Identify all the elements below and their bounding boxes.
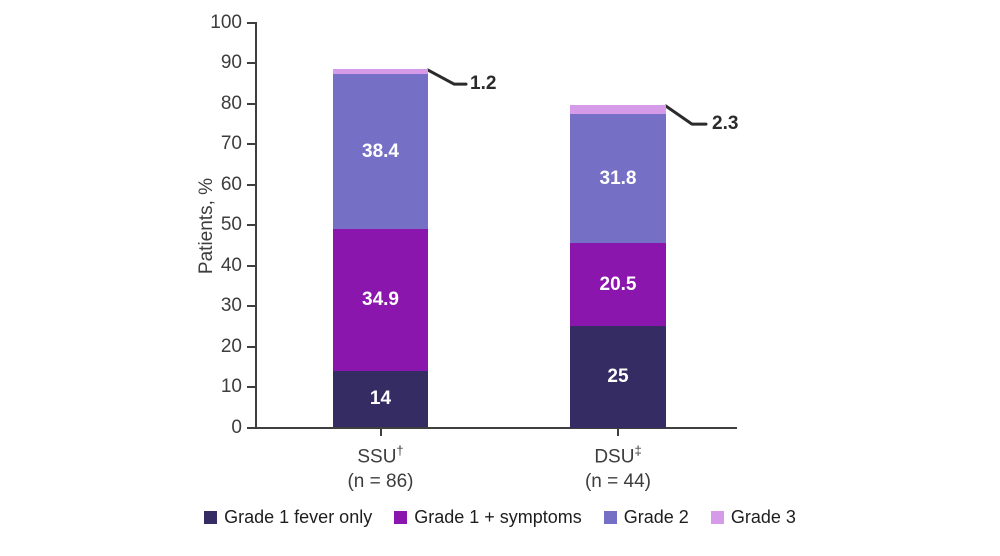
bar-segment [570, 326, 666, 428]
legend-swatch [710, 511, 724, 524]
legend-label: Grade 1 fever only [224, 507, 373, 527]
legend-swatch [603, 511, 617, 524]
callout-value-label: 2.3 [712, 113, 739, 135]
y-tick-mark [247, 426, 256, 429]
callout-value-label: 1.2 [470, 73, 497, 95]
category-label: DSU‡ (n = 44) [533, 438, 703, 494]
y-tick-mark [247, 62, 256, 64]
category-n-label: (n = 86) [347, 471, 414, 493]
x-tick-mark [379, 429, 382, 436]
y-tick-mark [247, 102, 256, 105]
y-tick-label: 100 [210, 11, 242, 33]
y-tick-mark [247, 264, 256, 267]
bar-segment [570, 114, 666, 244]
y-tick-label: 90 [220, 52, 242, 73]
legend-swatch [204, 511, 218, 524]
bar-segment [333, 69, 428, 74]
y-tick-mark [247, 143, 256, 145]
category-name: SSU† [357, 443, 404, 468]
y-tick-label: 50 [220, 214, 242, 235]
category-name: DSU‡ [594, 443, 642, 468]
y-tick-label: 10 [220, 376, 242, 397]
y-tick-mark [247, 21, 256, 24]
legend-label: Grade 3 [730, 507, 796, 527]
bar-value-label: 25 [607, 365, 629, 387]
x-tick-mark [617, 429, 619, 436]
y-tick-label: 30 [220, 295, 242, 316]
bar-segment [333, 73, 428, 230]
y-tick-mark [247, 224, 256, 226]
bar-value-label: 31.8 [599, 167, 637, 189]
bar-segment [570, 243, 666, 327]
y-tick-mark [247, 183, 256, 186]
bar-value-label: 34.9 [362, 289, 399, 311]
category-label: SSU† (n = 86) [296, 438, 466, 494]
y-tick-label: 20 [220, 335, 242, 357]
bar-segment [570, 105, 666, 115]
y-axis-line [255, 22, 257, 429]
category-n-label: (n = 44) [584, 471, 651, 493]
y-tick-mark [247, 386, 256, 388]
y-tick-mark [247, 305, 256, 307]
callout-line [664, 104, 708, 126]
legend-label: Grade 2 [623, 507, 689, 527]
legend-label: Grade 1 + symptoms [414, 507, 582, 527]
category-superscript: ‡ [634, 443, 642, 458]
bar-segment [333, 370, 428, 428]
bar-segment [333, 229, 428, 371]
y-tick-label: 80 [220, 92, 242, 114]
bar-value-label: 14 [369, 388, 392, 410]
y-tick-label: 60 [220, 173, 242, 195]
y-tick-label: 0 [231, 416, 242, 438]
category-superscript: † [396, 443, 404, 458]
y-tick-label: 70 [220, 133, 242, 154]
x-axis-line [255, 427, 737, 429]
legend-item: Grade 3 [710, 506, 796, 529]
legend: Grade 1 fever only Grade 1 + symptoms Grad… [0, 506, 1000, 529]
legend-item: Grade 1 + symptoms [394, 506, 582, 529]
bar-value-label: 20.5 [599, 273, 637, 295]
callout-line [426, 68, 468, 86]
y-tick-mark [247, 345, 256, 348]
legend-swatch [394, 511, 408, 524]
legend-item: Grade 1 fever only [204, 506, 372, 529]
y-tick-label: 40 [220, 254, 242, 276]
legend-item: Grade 2 [603, 506, 689, 529]
bar-value-label: 38.4 [362, 140, 399, 162]
